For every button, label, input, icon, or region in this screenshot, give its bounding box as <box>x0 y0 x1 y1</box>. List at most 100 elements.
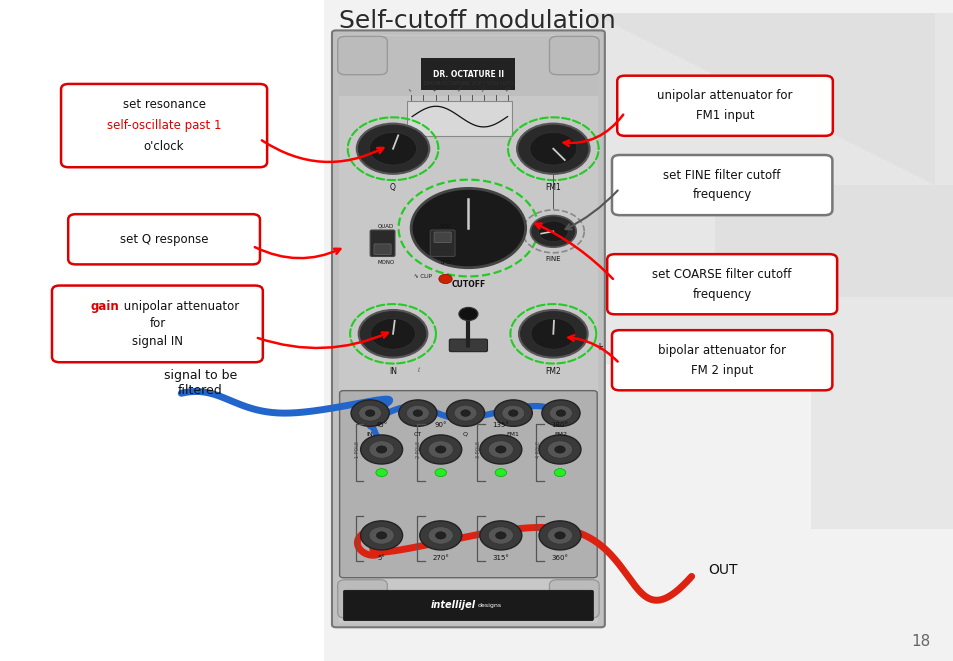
Circle shape <box>375 469 387 477</box>
Circle shape <box>508 410 517 416</box>
Text: CT: CT <box>414 432 421 437</box>
FancyBboxPatch shape <box>549 580 598 618</box>
Circle shape <box>495 446 505 453</box>
Circle shape <box>411 188 525 268</box>
Text: FM2: FM2 <box>554 432 567 437</box>
Text: +: + <box>595 342 602 352</box>
Text: set Q response: set Q response <box>120 233 208 246</box>
FancyBboxPatch shape <box>374 244 391 254</box>
Circle shape <box>555 531 564 539</box>
Text: signal to be
filtered: signal to be filtered <box>164 369 236 397</box>
FancyBboxPatch shape <box>52 286 262 362</box>
FancyBboxPatch shape <box>549 36 598 75</box>
Text: MONO: MONO <box>377 260 395 266</box>
Circle shape <box>495 531 505 539</box>
Circle shape <box>406 405 429 421</box>
FancyBboxPatch shape <box>338 36 598 96</box>
Circle shape <box>494 400 532 426</box>
FancyBboxPatch shape <box>407 101 512 136</box>
Circle shape <box>531 319 575 349</box>
FancyBboxPatch shape <box>332 30 604 627</box>
Text: 5°: 5° <box>377 555 385 561</box>
Text: bipolar attenuator for: bipolar attenuator for <box>658 344 785 357</box>
Circle shape <box>530 215 576 247</box>
Circle shape <box>428 527 453 544</box>
Circle shape <box>479 435 521 464</box>
Text: FM 2 input: FM 2 input <box>690 364 753 377</box>
Circle shape <box>375 446 387 453</box>
Text: FINE: FINE <box>545 256 560 262</box>
Polygon shape <box>591 13 934 185</box>
Text: QUAD: QUAD <box>377 223 395 229</box>
Text: frequency: frequency <box>692 288 751 301</box>
Circle shape <box>419 435 461 464</box>
Text: 0: 0 <box>409 89 413 93</box>
Circle shape <box>555 446 564 453</box>
Circle shape <box>398 400 436 426</box>
Text: 90: 90 <box>432 87 438 93</box>
Polygon shape <box>553 13 953 297</box>
Text: for: for <box>149 317 166 330</box>
Circle shape <box>438 274 452 284</box>
Text: o'clock: o'clock <box>144 140 184 153</box>
Circle shape <box>541 400 579 426</box>
Circle shape <box>488 441 513 458</box>
Circle shape <box>537 221 568 242</box>
FancyBboxPatch shape <box>617 76 832 136</box>
FancyBboxPatch shape <box>337 580 387 618</box>
Text: intellijel: intellijel <box>431 600 476 611</box>
Circle shape <box>360 435 402 464</box>
FancyBboxPatch shape <box>338 35 598 623</box>
Circle shape <box>369 441 394 458</box>
Text: 180°: 180° <box>551 422 568 428</box>
Circle shape <box>501 405 524 421</box>
Circle shape <box>435 531 445 539</box>
Text: unipolar attenuator: unipolar attenuator <box>120 300 239 313</box>
FancyBboxPatch shape <box>434 232 451 243</box>
Circle shape <box>369 132 416 165</box>
Text: 90°: 90° <box>434 422 447 428</box>
Circle shape <box>547 441 572 458</box>
Circle shape <box>351 400 389 426</box>
Circle shape <box>529 132 577 165</box>
Text: 160: 160 <box>456 86 463 93</box>
Circle shape <box>375 531 387 539</box>
FancyBboxPatch shape <box>370 230 395 256</box>
Text: 4 POLE: 4 POLE <box>535 441 540 458</box>
Circle shape <box>358 310 427 358</box>
Circle shape <box>549 405 572 421</box>
Text: 45°: 45° <box>375 422 387 428</box>
Text: set resonance: set resonance <box>122 98 206 111</box>
FancyBboxPatch shape <box>611 155 831 215</box>
FancyBboxPatch shape <box>449 339 487 352</box>
FancyBboxPatch shape <box>611 330 831 390</box>
Circle shape <box>428 441 453 458</box>
Circle shape <box>435 446 445 453</box>
FancyBboxPatch shape <box>430 230 455 256</box>
Text: 360°: 360° <box>551 555 568 561</box>
Circle shape <box>369 527 394 544</box>
Text: frequency: frequency <box>692 188 751 202</box>
Circle shape <box>356 124 429 174</box>
Text: Q: Q <box>462 432 468 437</box>
Text: 3 POLE: 3 POLE <box>476 441 481 458</box>
Polygon shape <box>600 185 953 529</box>
Text: Q: Q <box>390 183 395 192</box>
Circle shape <box>556 410 565 416</box>
Text: VCO: VCO <box>439 223 451 229</box>
Circle shape <box>479 521 521 550</box>
Circle shape <box>547 527 572 544</box>
Circle shape <box>538 435 580 464</box>
Text: 2 POLE: 2 POLE <box>416 441 421 458</box>
Text: OUT: OUT <box>707 563 737 578</box>
Circle shape <box>518 310 587 358</box>
Text: set FINE filter cutoff: set FINE filter cutoff <box>662 169 781 182</box>
Text: FM1: FM1 <box>506 432 519 437</box>
Circle shape <box>495 469 506 477</box>
Circle shape <box>554 469 565 477</box>
Text: 270: 270 <box>480 86 487 93</box>
Text: IN: IN <box>367 432 373 437</box>
FancyBboxPatch shape <box>343 590 593 621</box>
Text: self-oscillate past 1: self-oscillate past 1 <box>107 119 221 132</box>
Text: ℓ: ℓ <box>416 368 418 373</box>
